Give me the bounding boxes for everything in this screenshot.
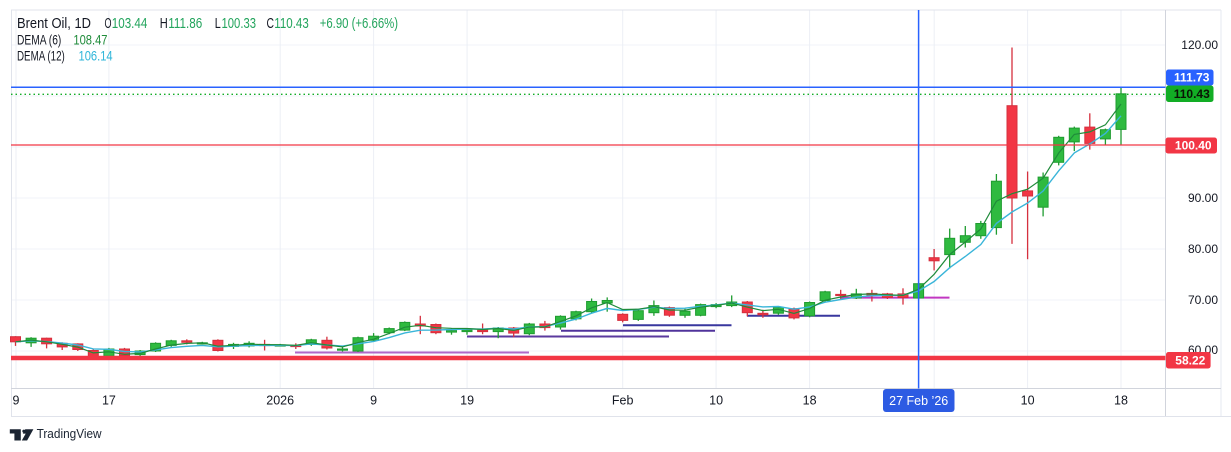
svg-text:H: H — [160, 16, 168, 32]
svg-text:58.22: 58.22 — [1175, 353, 1205, 367]
svg-text:120.00: 120.00 — [1181, 38, 1218, 52]
svg-text:+6.90 (+6.66%): +6.90 (+6.66%) — [320, 16, 398, 32]
svg-text:27 Feb ’26: 27 Feb ’26 — [889, 394, 948, 408]
svg-text:100.33: 100.33 — [222, 16, 257, 32]
svg-text:19: 19 — [460, 394, 474, 408]
svg-text:108.47: 108.47 — [73, 33, 107, 48]
svg-text:111.73: 111.73 — [1174, 71, 1210, 85]
svg-text:O: O — [105, 16, 112, 32]
svg-text:L: L — [215, 16, 221, 32]
svg-text:18: 18 — [1114, 394, 1128, 408]
svg-text:Feb: Feb — [612, 394, 634, 408]
svg-text:DEMA (6): DEMA (6) — [17, 33, 61, 48]
svg-text:18: 18 — [803, 394, 817, 408]
svg-text:9: 9 — [370, 394, 377, 408]
svg-text:80.00: 80.00 — [1188, 242, 1218, 256]
svg-text:106.14: 106.14 — [79, 49, 114, 64]
svg-text:103.44: 103.44 — [112, 16, 148, 32]
svg-text:C: C — [267, 16, 275, 32]
svg-text:90.00: 90.00 — [1188, 191, 1218, 205]
svg-text:2026: 2026 — [266, 394, 294, 408]
svg-text:10: 10 — [1021, 394, 1035, 408]
svg-text:17: 17 — [102, 394, 116, 408]
svg-text:DEMA (12): DEMA (12) — [17, 49, 65, 64]
svg-text:110.43: 110.43 — [274, 16, 309, 32]
svg-text:100.40: 100.40 — [1175, 139, 1212, 153]
svg-text:TradingView: TradingView — [37, 427, 103, 441]
svg-text:110.43: 110.43 — [1174, 87, 1210, 101]
svg-text:9: 9 — [13, 394, 20, 408]
svg-text:10: 10 — [709, 394, 723, 408]
svg-text:111.86: 111.86 — [168, 16, 202, 32]
svg-text:Brent Oil, 1D: Brent Oil, 1D — [17, 16, 91, 32]
svg-text:70.00: 70.00 — [1188, 293, 1218, 307]
